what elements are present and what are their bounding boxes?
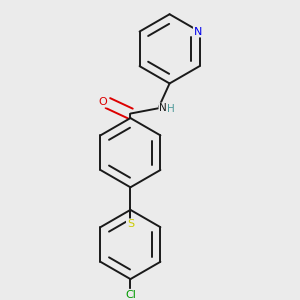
Text: Cl: Cl bbox=[125, 290, 136, 300]
Text: S: S bbox=[127, 219, 134, 229]
Text: N: N bbox=[194, 26, 202, 37]
Text: N: N bbox=[159, 103, 167, 113]
Text: H: H bbox=[167, 104, 174, 114]
Text: O: O bbox=[98, 97, 107, 106]
